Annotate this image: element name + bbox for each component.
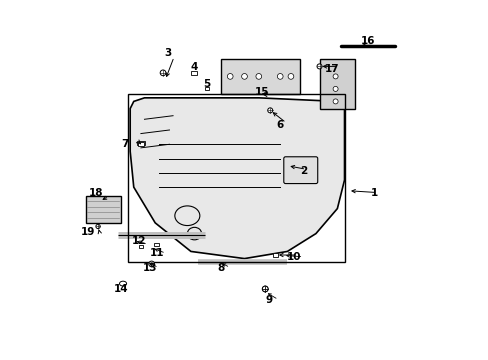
Text: 19: 19 — [81, 227, 95, 237]
Circle shape — [316, 64, 322, 69]
Text: 18: 18 — [89, 188, 103, 198]
Circle shape — [148, 261, 154, 267]
Text: 6: 6 — [276, 120, 283, 130]
Text: 9: 9 — [265, 295, 272, 305]
Bar — [139, 244, 143, 248]
Circle shape — [262, 286, 267, 292]
Circle shape — [160, 70, 165, 76]
Circle shape — [332, 74, 337, 79]
Text: 3: 3 — [164, 48, 171, 58]
Text: 10: 10 — [286, 252, 301, 262]
Circle shape — [332, 86, 337, 91]
Circle shape — [227, 73, 233, 79]
Bar — [137, 141, 145, 145]
Bar — [273, 253, 278, 257]
Circle shape — [277, 73, 283, 79]
Ellipse shape — [119, 281, 126, 286]
Bar — [221, 59, 299, 94]
Bar — [190, 71, 196, 75]
Bar — [154, 243, 159, 246]
Text: 16: 16 — [360, 36, 374, 46]
Bar — [85, 196, 121, 223]
Text: 12: 12 — [132, 236, 146, 246]
Text: 14: 14 — [114, 284, 128, 294]
Text: 17: 17 — [324, 64, 339, 74]
Text: 2: 2 — [299, 166, 306, 176]
Text: 5: 5 — [203, 78, 210, 89]
Text: 4: 4 — [190, 63, 198, 72]
Circle shape — [332, 99, 337, 104]
Circle shape — [255, 73, 261, 79]
Bar — [319, 59, 354, 109]
Text: 8: 8 — [217, 262, 224, 273]
Text: 11: 11 — [149, 248, 164, 258]
Circle shape — [267, 108, 272, 113]
Text: 13: 13 — [142, 262, 157, 273]
Circle shape — [287, 73, 293, 79]
Circle shape — [96, 224, 100, 229]
Text: 7: 7 — [121, 139, 128, 149]
FancyBboxPatch shape — [283, 157, 317, 184]
Circle shape — [241, 73, 247, 79]
Circle shape — [262, 286, 267, 292]
Circle shape — [150, 262, 153, 265]
Bar — [138, 142, 143, 146]
Bar — [204, 87, 209, 90]
Text: 15: 15 — [254, 87, 268, 98]
Polygon shape — [130, 98, 344, 258]
Bar — [128, 94, 344, 262]
Text: 1: 1 — [370, 188, 378, 198]
